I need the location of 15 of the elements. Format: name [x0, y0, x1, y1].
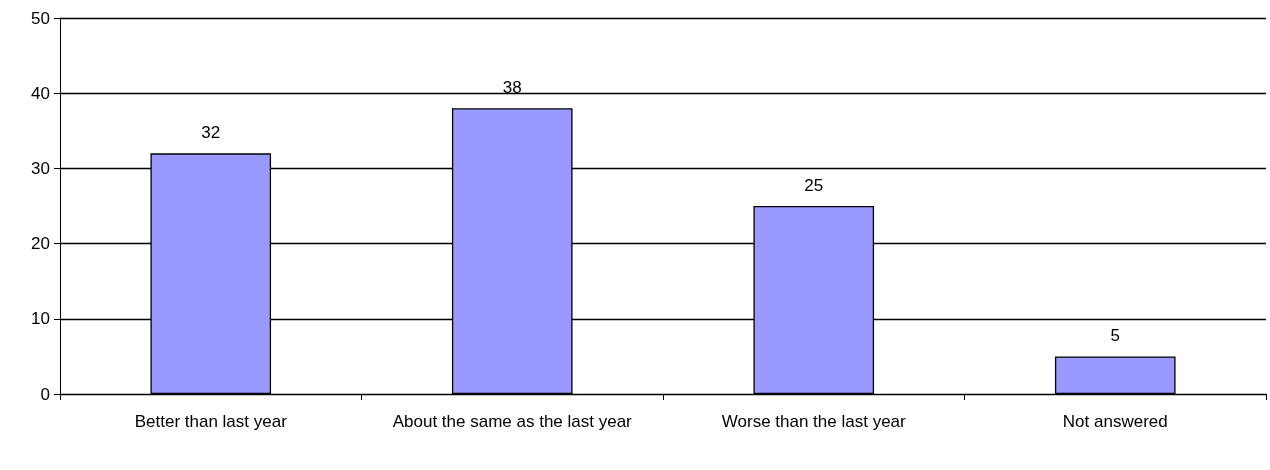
- bar: [1054, 356, 1176, 394]
- y-tick-label: 40: [31, 83, 50, 103]
- data-label: 32: [201, 123, 221, 143]
- y-tick-label: 0: [40, 384, 50, 404]
- y-tick-label: 10: [31, 309, 50, 329]
- y-tick-label: 20: [31, 234, 50, 254]
- x-tick-label: Better than last year: [134, 411, 288, 431]
- x-tick-label: About the same as the last year: [392, 411, 633, 431]
- data-label: 25: [804, 176, 824, 195]
- x-tick-label: Not answered: [1062, 411, 1168, 431]
- y-tick-label: 50: [31, 8, 50, 28]
- data-label: 38: [502, 78, 522, 98]
- x-tick-label: Worse than the last year: [721, 411, 907, 431]
- data-label: 5: [1110, 326, 1120, 346]
- y-tick-label: 30: [31, 158, 50, 178]
